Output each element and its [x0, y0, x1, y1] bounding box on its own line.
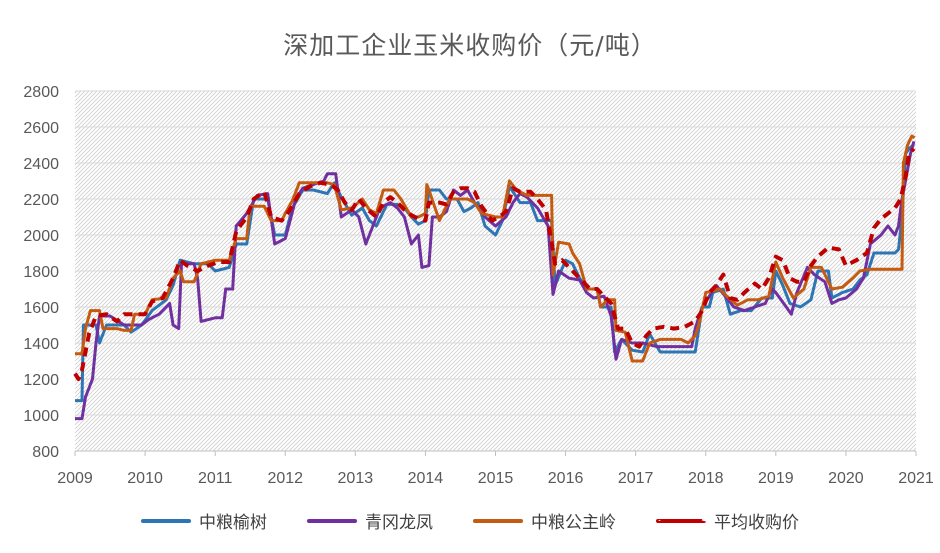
legend-label: 平均收购价 — [714, 513, 799, 533]
series-line-4 — [73, 147, 916, 381]
legend-item: 平均收购价 — [656, 508, 799, 533]
y-tick-label: 1800 — [23, 264, 59, 281]
series-line-3 — [75, 134, 916, 363]
y-tick-label: 2000 — [23, 228, 59, 245]
legend-item: 中粮榆树 — [141, 508, 267, 533]
x-tick-label: 2011 — [198, 470, 233, 487]
y-tick-label: 2200 — [23, 192, 59, 209]
x-tick-label: 2018 — [688, 470, 724, 487]
x-tick-label: 2016 — [548, 470, 584, 487]
y-tick-label: 2600 — [23, 120, 59, 137]
y-tick-label: 800 — [32, 444, 59, 461]
legend-item: 青冈龙凤 — [307, 508, 433, 533]
legend-label: 青冈龙凤 — [365, 513, 433, 533]
legend-label: 中粮公主岭 — [531, 513, 616, 533]
y-tick-label: 1000 — [23, 408, 59, 425]
x-tick-label: 2009 — [57, 470, 93, 487]
legend-swatch — [307, 518, 357, 523]
legend-swatch — [141, 518, 191, 523]
chart-title: 深加工企业玉米收购价（元/吨） — [283, 31, 657, 60]
x-tick-label: 2010 — [127, 470, 163, 487]
x-tick-label: 2021 — [898, 470, 934, 487]
legend-item: 中粮公主岭 — [473, 508, 616, 533]
y-tick-label: 2800 — [23, 84, 59, 101]
legend-swatch — [656, 518, 706, 523]
legend-label: 中粮榆树 — [199, 513, 267, 533]
x-tick-label: 2017 — [618, 470, 654, 487]
y-tick-label: 1200 — [23, 372, 59, 389]
x-tick-label: 2013 — [338, 470, 374, 487]
legend-swatch — [473, 518, 523, 523]
y-tick-label: 2400 — [23, 156, 59, 173]
legend: 中粮榆树 青冈龙凤 中粮公主岭 平均收购价 — [0, 508, 940, 533]
y-tick-label: 1600 — [23, 300, 59, 317]
y-tick-label: 1400 — [23, 336, 59, 353]
x-tick-label: 2012 — [267, 470, 303, 487]
x-tick-label: 2015 — [478, 470, 514, 487]
x-tick-label: 2014 — [408, 470, 444, 487]
x-tick-label: 2019 — [758, 470, 794, 487]
x-tick-label: 2020 — [828, 470, 864, 487]
